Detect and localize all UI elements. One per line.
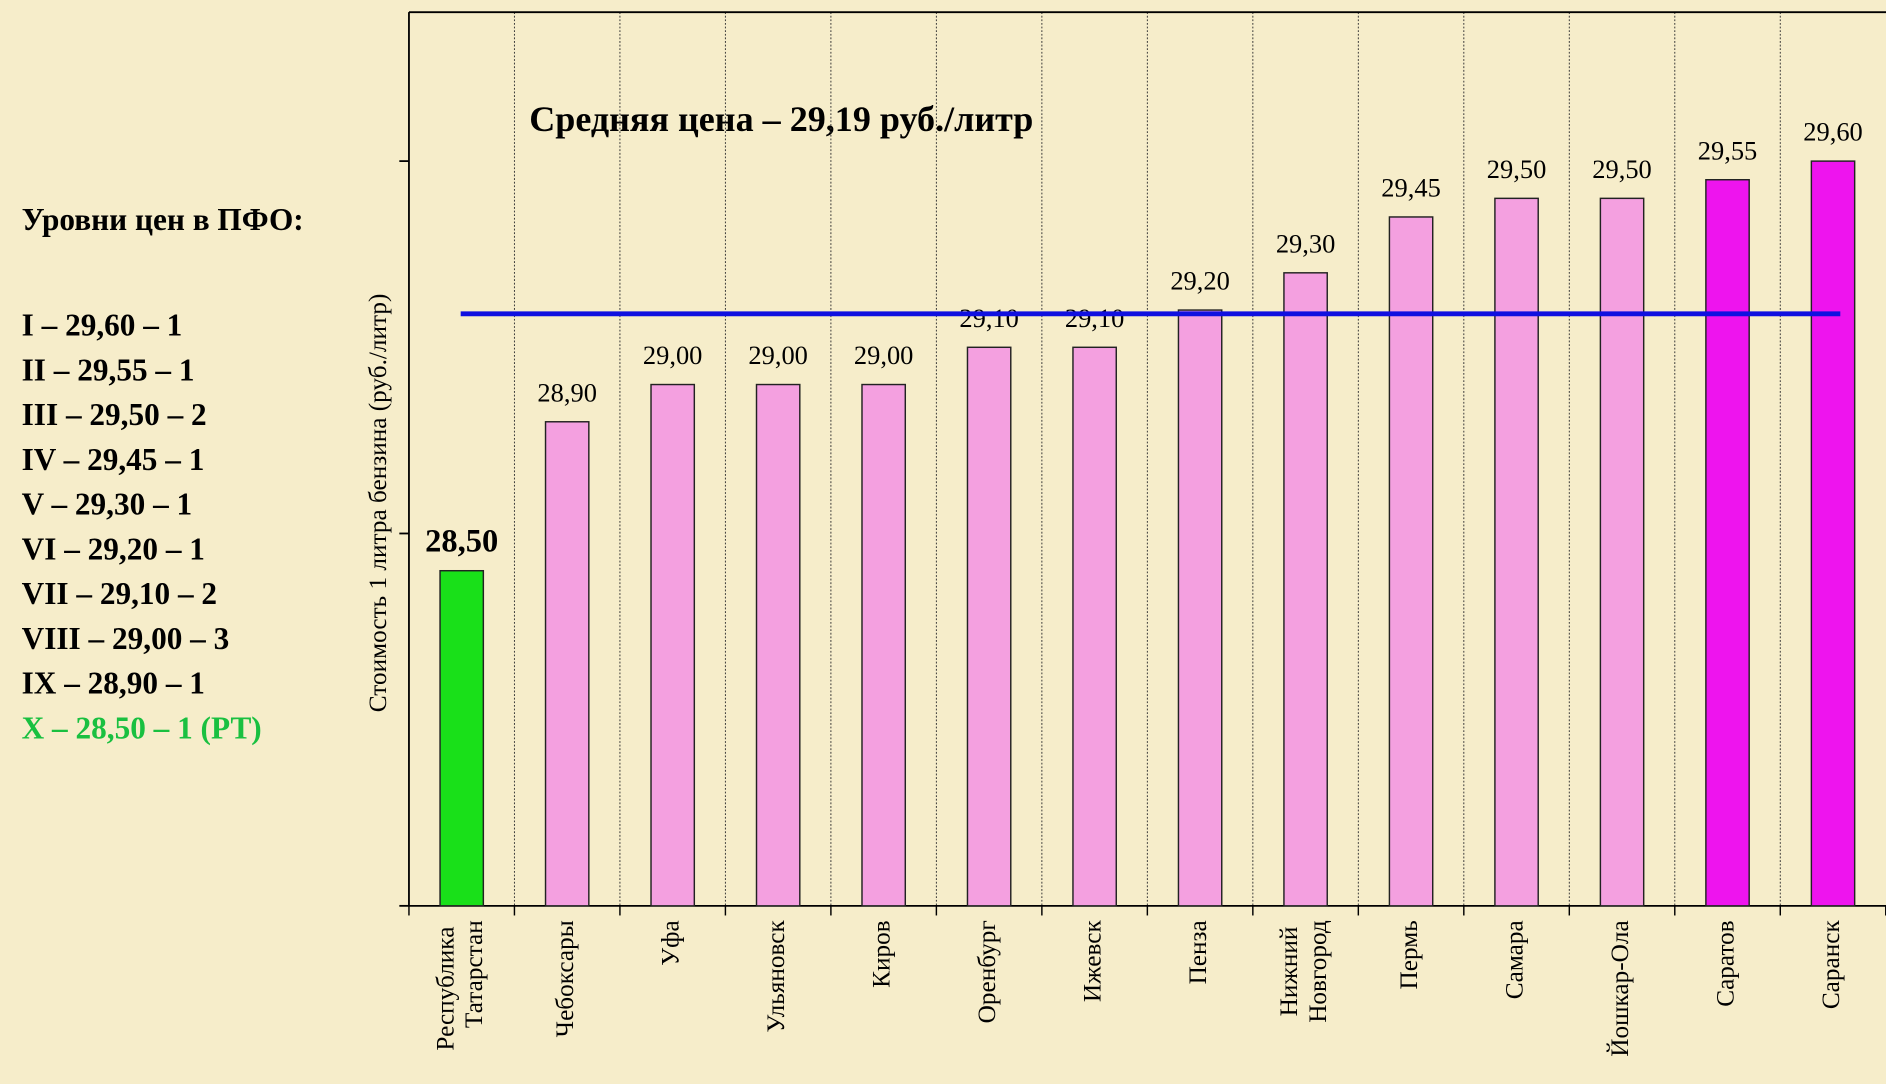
bar [861, 383, 907, 907]
value-label: 29,45 [1381, 173, 1441, 203]
bar [1177, 309, 1223, 907]
value-label: 29,55 [1698, 135, 1758, 165]
value-label: 29,10 [1065, 303, 1125, 333]
bar [650, 383, 696, 907]
x-tick-label: Пермь [1395, 920, 1423, 989]
level-text: IX – 28,90 – 1 [22, 666, 205, 701]
level-text: IV – 29,45 – 1 [22, 442, 205, 477]
x-tick-label: Чебоксары [551, 920, 579, 1037]
x-tick-label: Нижний Новгород [1275, 920, 1332, 1023]
x-tick-label: Оренбург [973, 920, 1001, 1023]
x-tick-label: Пенза [1184, 920, 1212, 984]
level-text: I – 29,60 – 1 [22, 308, 183, 343]
level-text: X – 28,50 – 1 (РТ) [22, 710, 262, 745]
bar [1705, 179, 1750, 907]
x-tick-label: Саранск [1817, 920, 1845, 1010]
bar [755, 383, 801, 907]
bar [1388, 216, 1434, 907]
bar [1599, 197, 1645, 907]
bar [1810, 160, 1856, 907]
bar [1283, 272, 1328, 907]
value-label: 28,50 [425, 524, 498, 560]
value-label: 29,50 [1592, 154, 1652, 184]
level-text: V – 29,30 – 1 [22, 487, 193, 522]
level-text: III – 29,50 – 2 [22, 397, 207, 432]
value-label: 29,00 [854, 340, 914, 370]
x-tick-label: Республика Татарстан [431, 920, 488, 1050]
level-text: II – 29,55 – 1 [22, 352, 195, 387]
panel-title: Уровни цен в ПФО: [22, 202, 304, 237]
value-label: 29,60 [1803, 117, 1863, 147]
value-label: 29,00 [748, 340, 808, 370]
annotation: Средняя цена – 29,19 руб./литр [529, 99, 1033, 139]
level-text: VIII – 29,00 – 3 [22, 621, 230, 656]
bar [544, 421, 590, 907]
x-tick-label: Киров [867, 920, 895, 988]
y-axis-label: Стоимость 1 литра бензина (руб./литр) [364, 294, 392, 713]
x-tick-label: Самара [1500, 920, 1528, 999]
value-label: 29,20 [1170, 266, 1230, 296]
level-text: VI – 29,20 – 1 [22, 531, 205, 566]
value-label: 29,30 [1276, 228, 1336, 258]
level-text: VII – 29,10 – 2 [22, 576, 217, 611]
bar [966, 346, 1012, 907]
bar [1072, 346, 1117, 907]
value-label: 28,90 [537, 377, 597, 407]
bar [1494, 197, 1539, 907]
bar [439, 569, 485, 907]
x-tick-label: Ижевск [1078, 920, 1106, 1003]
value-label: 29,50 [1487, 154, 1547, 184]
value-label: 29,00 [643, 340, 703, 370]
x-tick-label: Ульяновск [762, 920, 790, 1033]
x-tick-label: Саратов [1711, 920, 1739, 1007]
value-label: 29,10 [959, 303, 1019, 333]
x-tick-label: Йошкар-Ола [1606, 920, 1634, 1056]
x-tick-label: Уфа [656, 920, 684, 965]
